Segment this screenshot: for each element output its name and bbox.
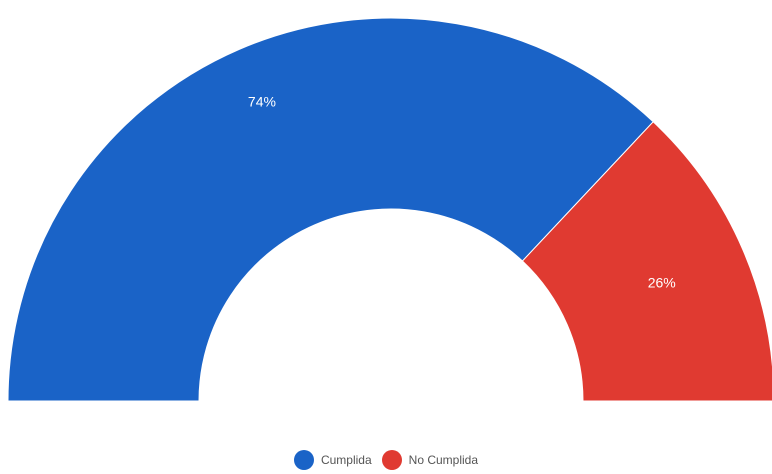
slice-label-no-cumplida: 26% bbox=[648, 275, 676, 291]
slice-cumplida[interactable] bbox=[7, 17, 654, 402]
legend-item-no-cumplida[interactable]: No Cumplida bbox=[381, 450, 479, 470]
legend-swatch-no-cumplida bbox=[381, 450, 402, 470]
legend-swatch-cumplida bbox=[293, 450, 314, 470]
slice-no-cumplida[interactable] bbox=[521, 121, 772, 402]
legend-label-cumplida: Cumplida bbox=[320, 453, 372, 467]
slices-group bbox=[7, 17, 772, 402]
chart-legend: Cumplida No Cumplida bbox=[0, 450, 772, 470]
legend-label-no-cumplida: No Cumplida bbox=[408, 453, 479, 467]
legend-item-cumplida[interactable]: Cumplida bbox=[293, 450, 372, 470]
labels-group: 74% 26% bbox=[248, 93, 676, 290]
slice-label-cumplida: 74% bbox=[248, 93, 276, 109]
